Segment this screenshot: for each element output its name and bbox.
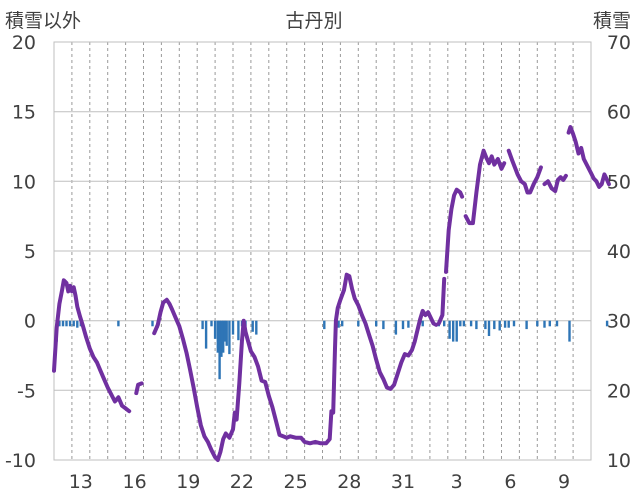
bar: [462, 320, 466, 327]
x-tick-label: 6: [504, 471, 516, 493]
y-left-tick-labels: 20 15 10 5 0 -5 -10: [5, 32, 36, 472]
bar: [76, 320, 79, 328]
bar: [231, 320, 235, 335]
series-line: [566, 125, 611, 189]
bar: [394, 320, 398, 335]
y-left-tick-label: -5: [17, 380, 36, 402]
x-tick-label: 16: [123, 471, 147, 493]
bar: [61, 320, 65, 327]
bar: [357, 320, 360, 327]
bar: [323, 320, 326, 330]
bar: [68, 320, 72, 327]
bar: [401, 320, 405, 330]
bar: [222, 320, 225, 353]
y-right-tick-label: 20: [607, 380, 631, 402]
bar: [341, 320, 344, 327]
bar: [225, 320, 228, 346]
series-line: [506, 148, 543, 195]
y-right-tick-label: 10: [607, 450, 631, 472]
bar-series: [55, 320, 609, 380]
x-tick-label: 22: [230, 471, 254, 493]
bar: [117, 320, 120, 327]
bar: [218, 320, 221, 380]
bar: [204, 320, 208, 349]
bar: [459, 320, 462, 327]
bar: [507, 320, 510, 328]
bar: [220, 320, 223, 357]
bar: [216, 320, 219, 353]
bar: [443, 320, 446, 327]
bar: [375, 320, 378, 327]
y-left-axis-title: 積雪以外: [5, 10, 81, 32]
plot-area-frame: [53, 41, 592, 461]
series-line: [436, 276, 447, 326]
bar: [605, 320, 609, 327]
bar: [237, 320, 240, 341]
bar: [512, 320, 516, 327]
bar: [469, 320, 473, 327]
series-line: [152, 272, 439, 462]
bar: [493, 320, 496, 330]
bar: [151, 320, 154, 327]
y-left-tick-label: 10: [12, 171, 36, 193]
x-tick-label: 13: [69, 471, 93, 493]
y-left-tick-label: 0: [24, 311, 36, 333]
x-tick-label: 3: [451, 471, 463, 493]
y-right-tick-label: 40: [607, 241, 631, 263]
line-series: [52, 125, 611, 462]
bar: [58, 320, 61, 327]
bar: [228, 320, 231, 355]
y-left-tick-label: 5: [24, 241, 36, 263]
bar: [536, 320, 539, 327]
bar: [255, 320, 258, 335]
bar: [475, 320, 478, 330]
x-tick-labels: 13 16 19 22 25 28 31 3 6 9: [69, 471, 570, 493]
y-left-tick-label: -10: [5, 450, 36, 472]
y-right-axis-title: 積雪: [593, 10, 631, 32]
y-left-tick-label: 15: [12, 102, 36, 124]
bar: [201, 320, 204, 330]
x-tick-label: 31: [391, 471, 415, 493]
y-right-tick-label: 70: [607, 32, 631, 54]
x-tick-label: 9: [558, 471, 570, 493]
chart-title: 古丹別: [285, 10, 342, 32]
bar: [407, 320, 410, 328]
series-line: [134, 381, 144, 396]
bar: [568, 320, 571, 342]
bar: [421, 320, 424, 327]
bar: [382, 320, 385, 330]
y-right-tick-label: 50: [607, 171, 631, 193]
bar: [503, 320, 507, 328]
x-tick-label: 25: [284, 471, 308, 493]
bar: [555, 320, 559, 327]
bar: [72, 320, 75, 327]
bar: [452, 320, 455, 342]
bar: [455, 320, 458, 342]
bar: [251, 320, 254, 332]
y-right-tick-label: 60: [607, 102, 631, 124]
x-tick-label: 28: [337, 471, 361, 493]
bar: [65, 320, 68, 327]
x-tick-label: 19: [176, 471, 200, 493]
series-line: [542, 173, 568, 194]
series-line: [444, 187, 465, 274]
bar: [213, 320, 217, 339]
bar: [484, 320, 487, 330]
series-line: [463, 148, 507, 226]
y-left-tick-label: 20: [12, 32, 36, 54]
bar: [210, 320, 213, 327]
bar: [548, 320, 551, 327]
series-line: [52, 278, 132, 414]
bar: [525, 320, 528, 330]
bar: [448, 320, 451, 339]
bar: [223, 320, 227, 342]
bar: [337, 320, 340, 328]
bar: [487, 320, 491, 336]
y-right-tick-labels: 70 60 50 40 30 20 10: [607, 32, 631, 472]
bar: [498, 320, 501, 331]
y-right-tick-label: 30: [607, 311, 631, 333]
bar: [543, 320, 546, 328]
